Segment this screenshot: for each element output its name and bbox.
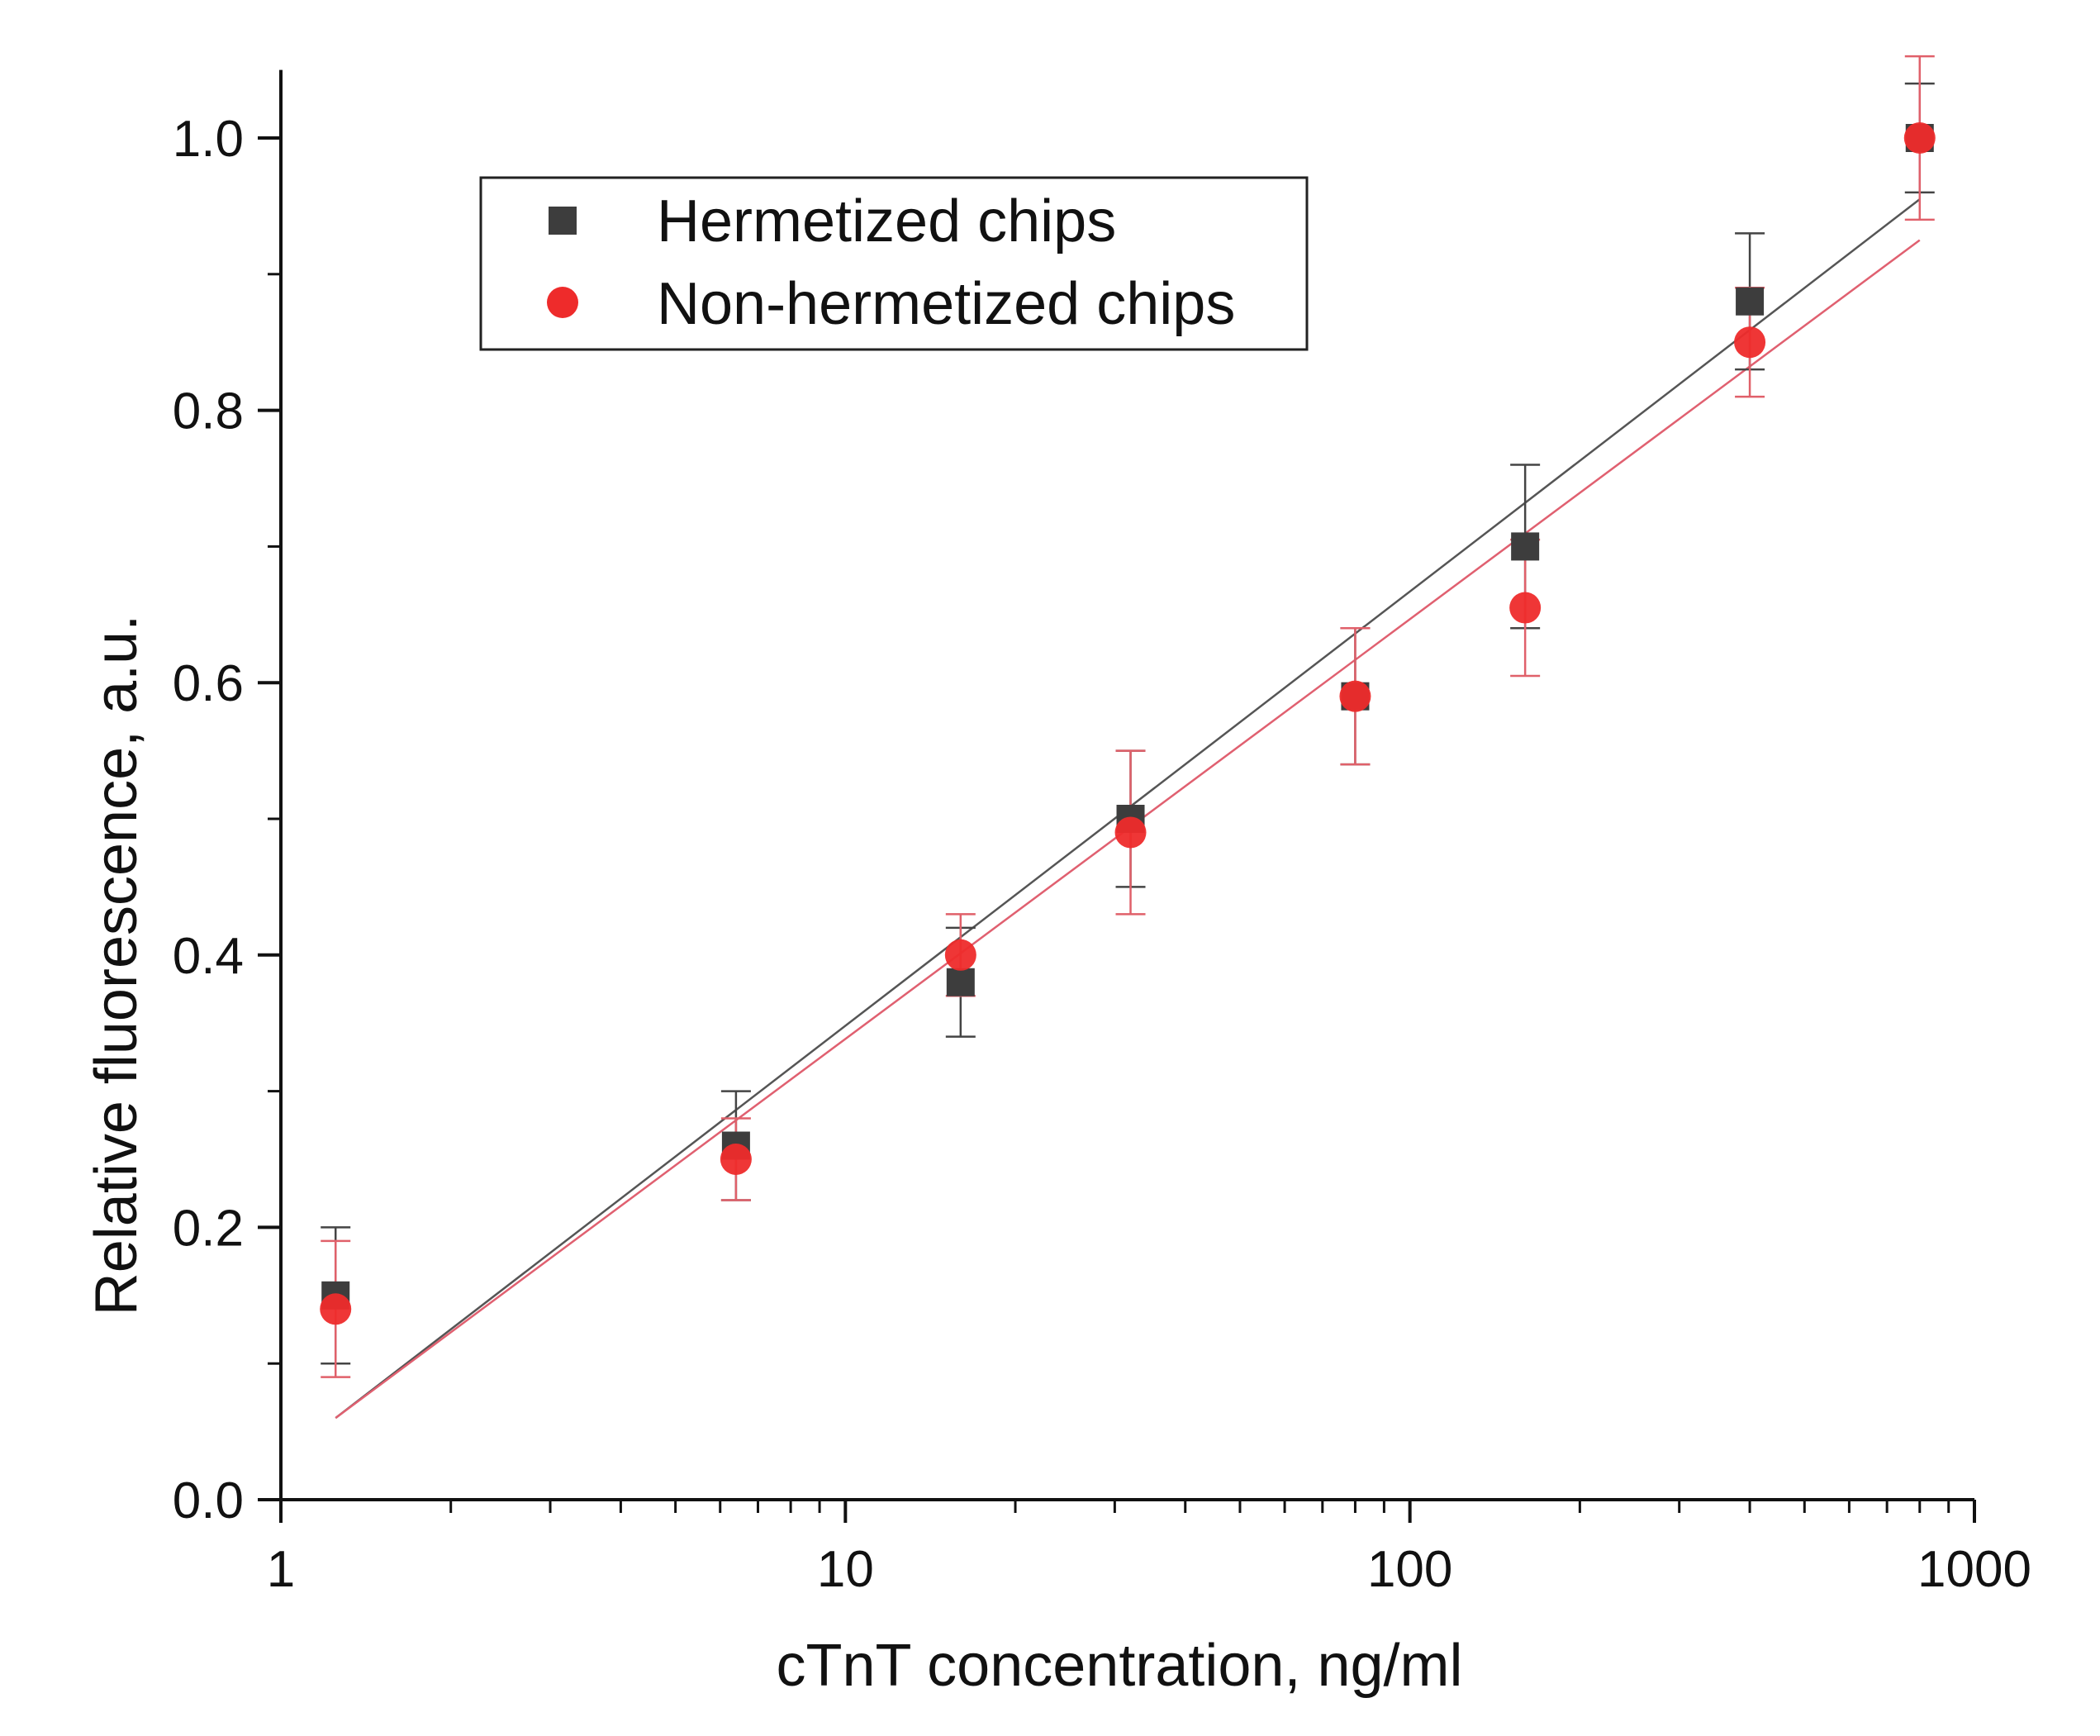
data-markers (320, 122, 1936, 1325)
data-point-non-hermetized (1903, 122, 1936, 154)
x-tick-label: 1 (267, 1541, 295, 1598)
y-axis-title: Relative fluorescence, a.u. (83, 615, 150, 1315)
legend-label-hermetized: Hermetized chips (657, 188, 1116, 254)
y-tick-label: 1.0 (173, 111, 244, 168)
data-point-non-hermetized (1339, 680, 1371, 712)
y-tick-label: 0.2 (173, 1200, 244, 1257)
data-point-non-hermetized (720, 1144, 752, 1175)
data-point-non-hermetized (1734, 326, 1766, 359)
data-point-non-hermetized (944, 939, 976, 971)
x-tick-label: 1000 (1917, 1541, 2031, 1598)
legend-label-non-hermetized: Non-hermetized chips (657, 271, 1235, 337)
legend-frame (479, 176, 1309, 351)
legend-square-marker (549, 207, 577, 235)
data-point-hermetized (946, 968, 975, 996)
axes: 1 10 100 1000 0.0 0.2 0.4 0.6 0.8 1.0 (173, 69, 2031, 1598)
y-tick-label: 0.6 (173, 655, 244, 712)
data-point-non-hermetized (320, 1293, 352, 1325)
y-tick-label: 0.4 (173, 928, 244, 985)
data-point-non-hermetized (1509, 592, 1542, 624)
x-axis-title: cTnT concentration, ng/ml (776, 1633, 1462, 1699)
legend: Hermetized chips Non-hermetized chips (479, 176, 1309, 351)
data-point-hermetized (1511, 532, 1540, 561)
y-tick-label: 0.0 (173, 1472, 244, 1529)
y-tick-label: 0.8 (173, 383, 244, 440)
x-tick-label: 100 (1367, 1541, 1452, 1598)
data-point-hermetized (1736, 287, 1765, 316)
x-tick-label: 10 (817, 1541, 874, 1598)
data-point-non-hermetized (1114, 816, 1147, 849)
legend-circle-marker (547, 287, 578, 318)
